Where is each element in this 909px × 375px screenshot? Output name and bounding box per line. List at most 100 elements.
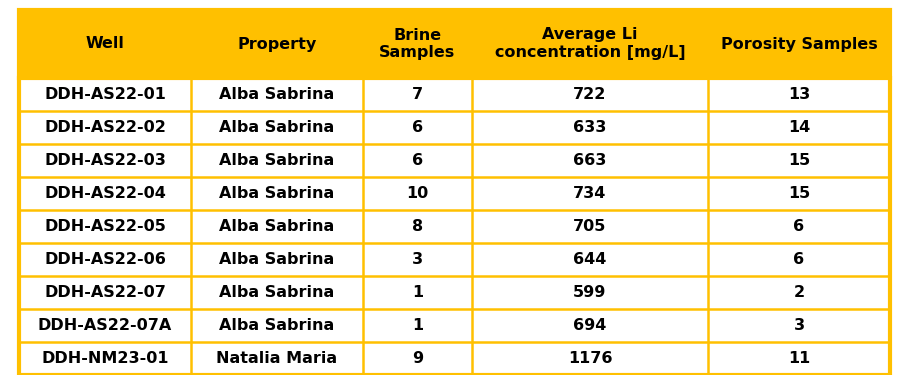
Bar xyxy=(363,111,472,144)
Bar xyxy=(363,309,472,342)
Text: Average Li
concentration [mg/L]: Average Li concentration [mg/L] xyxy=(494,27,685,60)
Bar xyxy=(191,309,363,342)
Bar xyxy=(191,342,363,375)
Text: 13: 13 xyxy=(788,87,810,102)
Bar xyxy=(191,177,363,210)
Text: DDH-AS22-02: DDH-AS22-02 xyxy=(44,120,166,135)
Text: 599: 599 xyxy=(574,285,606,300)
Bar xyxy=(708,276,890,309)
Bar xyxy=(708,10,890,78)
Bar xyxy=(472,309,708,342)
Text: DDH-AS22-05: DDH-AS22-05 xyxy=(44,219,166,234)
Bar xyxy=(191,243,363,276)
Bar xyxy=(708,177,890,210)
Bar xyxy=(363,276,472,309)
Bar xyxy=(472,276,708,309)
Bar xyxy=(191,111,363,144)
Bar xyxy=(708,78,890,111)
Text: DDH-AS22-07: DDH-AS22-07 xyxy=(44,285,166,300)
Bar xyxy=(708,342,890,375)
Bar xyxy=(472,10,708,78)
Bar xyxy=(191,210,363,243)
Text: 15: 15 xyxy=(788,186,810,201)
Text: 705: 705 xyxy=(574,219,606,234)
Text: 15: 15 xyxy=(788,153,810,168)
Bar xyxy=(363,177,472,210)
Text: 1: 1 xyxy=(412,285,423,300)
Text: 1176: 1176 xyxy=(568,351,613,366)
Bar xyxy=(472,144,708,177)
Bar xyxy=(472,78,708,111)
Text: 11: 11 xyxy=(788,351,810,366)
Bar xyxy=(472,342,708,375)
Text: DDH-AS22-04: DDH-AS22-04 xyxy=(44,186,166,201)
Text: 7: 7 xyxy=(412,87,423,102)
Text: 644: 644 xyxy=(574,252,606,267)
Bar xyxy=(363,342,472,375)
Text: 2: 2 xyxy=(794,285,804,300)
Text: DDH-AS22-01: DDH-AS22-01 xyxy=(44,87,166,102)
Bar xyxy=(19,210,191,243)
Bar xyxy=(472,243,708,276)
Text: 14: 14 xyxy=(788,120,810,135)
Text: 6: 6 xyxy=(412,153,423,168)
Text: 6: 6 xyxy=(794,219,804,234)
Bar xyxy=(19,243,191,276)
Text: Alba Sabrina: Alba Sabrina xyxy=(219,252,335,267)
Text: Alba Sabrina: Alba Sabrina xyxy=(219,186,335,201)
Text: Well: Well xyxy=(85,36,125,51)
Text: Alba Sabrina: Alba Sabrina xyxy=(219,153,335,168)
Text: 6: 6 xyxy=(412,120,423,135)
Text: 9: 9 xyxy=(412,351,423,366)
Bar xyxy=(472,210,708,243)
Bar xyxy=(363,144,472,177)
Bar xyxy=(191,144,363,177)
Bar xyxy=(708,309,890,342)
Text: Brine
Samples: Brine Samples xyxy=(379,27,455,60)
Text: Alba Sabrina: Alba Sabrina xyxy=(219,120,335,135)
Bar xyxy=(472,111,708,144)
Bar xyxy=(363,10,472,78)
Text: 1: 1 xyxy=(412,318,423,333)
Bar xyxy=(363,210,472,243)
Text: Alba Sabrina: Alba Sabrina xyxy=(219,219,335,234)
Text: Property: Property xyxy=(237,36,316,51)
Text: 694: 694 xyxy=(574,318,606,333)
Bar xyxy=(708,210,890,243)
Text: Alba Sabrina: Alba Sabrina xyxy=(219,285,335,300)
Bar xyxy=(19,177,191,210)
Text: 3: 3 xyxy=(794,318,804,333)
Bar xyxy=(19,309,191,342)
Bar xyxy=(363,243,472,276)
Text: 3: 3 xyxy=(412,252,423,267)
Bar xyxy=(19,144,191,177)
Bar xyxy=(19,78,191,111)
Bar xyxy=(472,177,708,210)
Text: 8: 8 xyxy=(412,219,423,234)
Text: 6: 6 xyxy=(794,252,804,267)
Text: DDH-NM23-01: DDH-NM23-01 xyxy=(41,351,169,366)
Text: DDH-AS22-06: DDH-AS22-06 xyxy=(44,252,166,267)
Text: Alba Sabrina: Alba Sabrina xyxy=(219,318,335,333)
Bar xyxy=(191,276,363,309)
Text: DDH-AS22-03: DDH-AS22-03 xyxy=(44,153,166,168)
Text: 663: 663 xyxy=(574,153,606,168)
Text: Natalia Maria: Natalia Maria xyxy=(216,351,337,366)
Bar xyxy=(363,78,472,111)
Text: Alba Sabrina: Alba Sabrina xyxy=(219,87,335,102)
Text: 10: 10 xyxy=(406,186,429,201)
Bar xyxy=(708,111,890,144)
Text: Porosity Samples: Porosity Samples xyxy=(721,36,877,51)
Bar xyxy=(191,78,363,111)
Bar xyxy=(191,10,363,78)
Bar xyxy=(19,276,191,309)
Bar xyxy=(708,144,890,177)
Text: 633: 633 xyxy=(574,120,606,135)
Text: 722: 722 xyxy=(574,87,606,102)
Bar xyxy=(708,243,890,276)
Text: DDH-AS22-07A: DDH-AS22-07A xyxy=(38,318,172,333)
Bar xyxy=(19,111,191,144)
Bar xyxy=(19,10,191,78)
Text: 734: 734 xyxy=(574,186,606,201)
Bar xyxy=(19,342,191,375)
